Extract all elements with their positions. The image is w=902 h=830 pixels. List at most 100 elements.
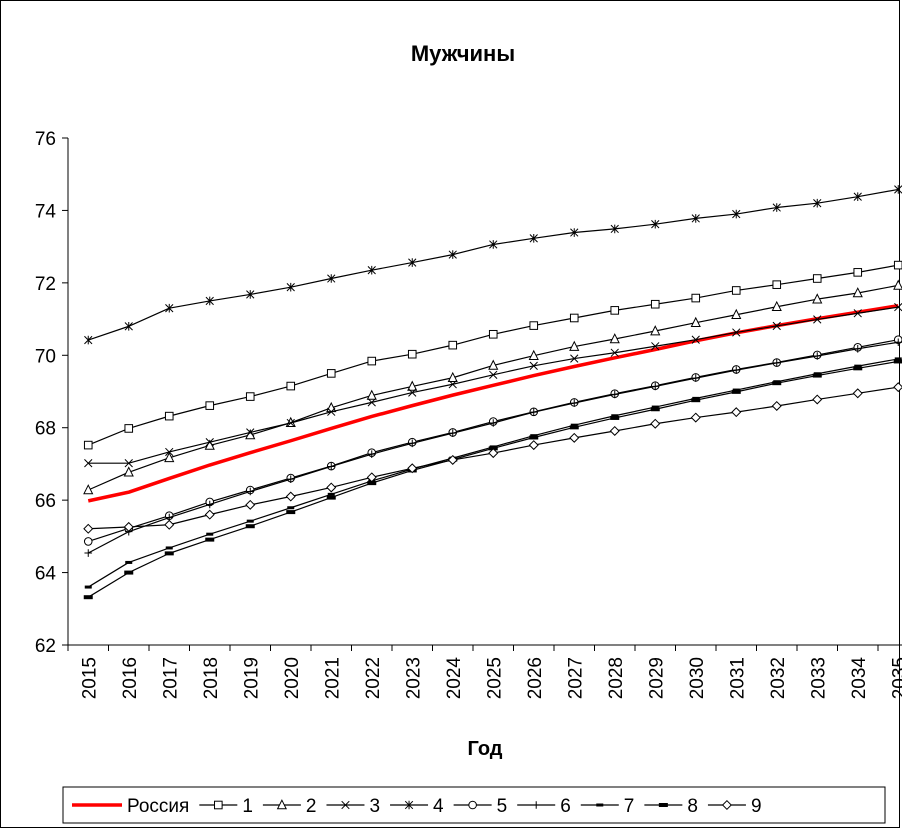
data-point <box>772 203 781 212</box>
data-point <box>691 335 700 344</box>
y-tick-label: 62 <box>35 636 56 657</box>
x-tick-label: 2028 <box>606 657 627 699</box>
data-point <box>124 570 134 575</box>
data-point <box>83 537 93 546</box>
x-tick-label: 2035 <box>889 657 902 699</box>
data-point <box>408 388 417 397</box>
data-point <box>812 373 822 378</box>
data-point <box>245 499 256 510</box>
data-point <box>813 198 822 208</box>
data-point <box>609 425 620 436</box>
data-point <box>893 359 902 364</box>
series-6 <box>84 338 902 557</box>
data-point <box>367 450 376 458</box>
series-3 <box>84 302 902 468</box>
x-tick-label: 2016 <box>120 657 141 699</box>
data-point <box>366 472 377 483</box>
data-point <box>164 451 175 463</box>
x-tick-label: 2023 <box>403 657 424 699</box>
data-point <box>124 459 133 468</box>
data-point <box>326 369 336 378</box>
data-point <box>83 595 93 600</box>
data-point <box>732 366 741 374</box>
data-point <box>407 349 417 359</box>
legend-item-3: 3 <box>326 796 380 817</box>
legend-label: 8 <box>687 796 698 817</box>
data-point <box>448 340 458 350</box>
data-point <box>650 407 660 412</box>
data-point <box>893 279 902 290</box>
data-point <box>610 306 620 315</box>
data-point <box>772 321 781 331</box>
data-point <box>286 418 295 428</box>
data-point <box>165 447 174 457</box>
data-point <box>853 192 862 201</box>
data-point <box>610 348 619 357</box>
data-point <box>528 349 539 360</box>
legend-item-1: 1 <box>199 796 253 817</box>
y-tick-label: 72 <box>35 274 56 295</box>
data-point <box>84 335 93 345</box>
data-point <box>570 228 579 237</box>
data-point <box>529 408 538 416</box>
data-point <box>529 321 539 330</box>
data-point <box>691 398 701 403</box>
data-point <box>367 356 377 366</box>
data-point <box>327 274 336 283</box>
x-tick-label: 2020 <box>282 657 303 699</box>
x-tick-label: 2022 <box>363 657 384 699</box>
data-point <box>407 380 418 391</box>
data-point <box>447 371 458 383</box>
data-point <box>246 519 254 523</box>
data-point <box>894 357 902 361</box>
legend-swatch-marker <box>341 800 350 810</box>
x-tick-label: 2029 <box>646 657 667 699</box>
y-tick-label: 66 <box>35 491 56 512</box>
x-tick-label: 2024 <box>444 657 465 700</box>
data-point <box>853 268 863 277</box>
data-point <box>326 495 336 500</box>
series-line <box>88 188 899 341</box>
data-point <box>610 415 620 420</box>
data-point <box>569 313 579 323</box>
data-point <box>569 340 580 351</box>
series-8 <box>83 359 902 600</box>
data-point <box>205 500 214 509</box>
data-point <box>165 546 173 550</box>
x-tick-label: 2027 <box>565 657 586 699</box>
data-point <box>650 325 661 336</box>
data-point <box>772 280 782 289</box>
x-tick-label: 2018 <box>201 657 222 699</box>
x-tick-label: 2026 <box>525 657 546 699</box>
data-point <box>286 510 296 515</box>
data-point <box>488 359 499 370</box>
legend-swatch-marker <box>532 801 541 809</box>
series-7 <box>84 357 902 589</box>
legend-swatch-marker <box>468 800 477 810</box>
data-point <box>772 359 781 367</box>
data-point <box>84 459 93 468</box>
data-point <box>83 523 94 534</box>
data-point <box>246 290 255 299</box>
data-point <box>852 287 863 298</box>
legend-item-2: 2 <box>262 796 316 817</box>
data-point <box>651 342 660 351</box>
x-tick-label: 2032 <box>768 657 789 699</box>
data-point <box>165 303 174 313</box>
data-point <box>650 299 660 309</box>
data-point <box>650 418 661 429</box>
data-point <box>691 374 700 382</box>
data-point <box>813 352 822 360</box>
legend-swatch-marker <box>214 800 223 810</box>
legend-label: Россия <box>127 796 189 817</box>
legend-item-5: 5 <box>453 796 507 817</box>
data-point <box>286 381 296 391</box>
data-point <box>651 382 660 391</box>
data-point <box>366 389 377 400</box>
data-point <box>570 423 578 427</box>
x-tick-label: 2021 <box>322 657 343 699</box>
x-tick-label: 2034 <box>849 657 870 700</box>
data-point <box>124 322 133 331</box>
